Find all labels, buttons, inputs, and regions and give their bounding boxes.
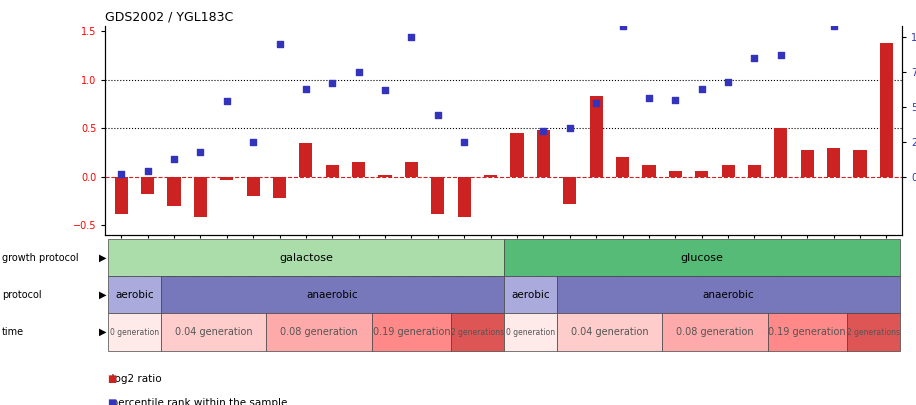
Bar — [616, 157, 629, 177]
Point — [694, 85, 709, 92]
Point — [245, 139, 260, 145]
Point — [404, 34, 419, 40]
Bar — [114, 177, 127, 213]
Point — [589, 99, 604, 106]
Bar — [108, 313, 160, 351]
Bar — [141, 177, 154, 194]
Point — [220, 98, 234, 104]
Text: aerobic: aerobic — [115, 290, 154, 300]
Point — [114, 171, 128, 177]
Point — [193, 148, 208, 155]
Bar — [108, 276, 160, 313]
Text: 0.19 generation: 0.19 generation — [769, 327, 846, 337]
Bar — [880, 43, 893, 177]
Text: ■: ■ — [107, 374, 116, 384]
Text: ▶: ▶ — [99, 327, 106, 337]
Bar — [695, 171, 708, 177]
Text: ■: ■ — [107, 399, 116, 405]
Text: protocol: protocol — [2, 290, 41, 300]
Bar — [722, 165, 735, 177]
Bar — [557, 276, 900, 313]
Text: 0.08 generation: 0.08 generation — [676, 327, 754, 337]
Text: ▶: ▶ — [99, 290, 106, 300]
Bar — [431, 177, 444, 213]
Point — [377, 87, 392, 93]
Bar — [194, 177, 207, 217]
Text: 0.19 generation: 0.19 generation — [373, 327, 451, 337]
Point — [747, 55, 762, 61]
Bar — [220, 177, 234, 179]
Text: anaerobic: anaerobic — [307, 290, 358, 300]
Text: aerobic: aerobic — [511, 290, 550, 300]
Text: GDS2002 / YGL183C: GDS2002 / YGL183C — [105, 11, 234, 24]
Bar — [747, 165, 761, 177]
Text: log2 ratio: log2 ratio — [105, 374, 162, 384]
Point — [431, 112, 445, 119]
Bar — [352, 162, 365, 177]
Text: percentile rank within the sample: percentile rank within the sample — [105, 399, 288, 405]
Point — [616, 23, 630, 29]
Point — [562, 125, 577, 131]
Point — [167, 155, 181, 162]
Bar — [378, 175, 392, 177]
Text: 0.04 generation: 0.04 generation — [571, 327, 649, 337]
Bar — [642, 165, 656, 177]
Bar — [510, 133, 524, 177]
Point — [536, 127, 551, 134]
Bar — [662, 313, 768, 351]
Point — [352, 69, 366, 75]
Bar — [557, 313, 662, 351]
Text: 0.08 generation: 0.08 generation — [280, 327, 358, 337]
Bar — [768, 313, 847, 351]
Bar — [669, 171, 682, 177]
Point — [325, 80, 340, 86]
Bar — [458, 177, 471, 217]
Text: 2 generations: 2 generations — [451, 328, 504, 337]
Text: growth protocol: growth protocol — [2, 253, 79, 262]
Text: glucose: glucose — [681, 253, 723, 262]
Bar — [405, 162, 418, 177]
Bar — [590, 96, 603, 177]
Text: galactose: galactose — [279, 253, 333, 262]
Bar — [326, 165, 339, 177]
Point — [853, 13, 867, 19]
Bar — [504, 276, 557, 313]
Bar — [537, 130, 550, 177]
Point — [826, 23, 841, 29]
Bar — [451, 313, 504, 351]
Bar — [300, 143, 312, 177]
Bar — [160, 313, 267, 351]
Text: 0 generation: 0 generation — [110, 328, 159, 337]
Bar — [504, 313, 557, 351]
Text: time: time — [2, 327, 24, 337]
Bar — [168, 177, 180, 206]
Bar — [108, 239, 504, 276]
Point — [668, 97, 682, 103]
Point — [641, 95, 656, 102]
Bar — [847, 313, 900, 351]
Point — [457, 139, 472, 145]
Bar — [801, 149, 813, 177]
Point — [140, 168, 155, 174]
Point — [272, 41, 287, 47]
Text: anaerobic: anaerobic — [703, 290, 754, 300]
Bar — [246, 177, 260, 196]
Bar — [563, 177, 576, 204]
Bar — [372, 313, 451, 351]
Bar — [484, 175, 497, 177]
Point — [773, 52, 788, 58]
Bar — [273, 177, 286, 198]
Bar — [854, 149, 867, 177]
Text: 0.04 generation: 0.04 generation — [175, 327, 252, 337]
Bar — [774, 128, 788, 177]
Bar — [267, 313, 372, 351]
Text: 2 generations: 2 generations — [846, 328, 900, 337]
Bar — [827, 147, 840, 177]
Point — [721, 79, 736, 85]
Bar — [504, 239, 900, 276]
Text: ▶: ▶ — [99, 253, 106, 262]
Text: 0 generation: 0 generation — [506, 328, 555, 337]
Point — [299, 85, 313, 92]
Bar — [160, 276, 504, 313]
